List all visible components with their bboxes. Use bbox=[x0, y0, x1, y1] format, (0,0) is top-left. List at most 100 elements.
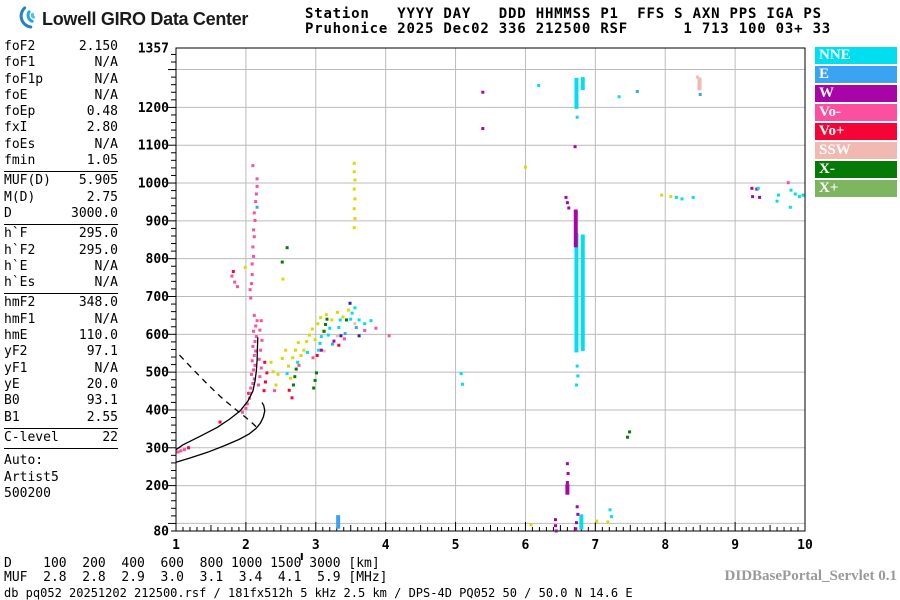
echo-point-pk bbox=[251, 344, 255, 348]
f-trace-curve bbox=[175, 337, 259, 451]
echo-point-ye bbox=[276, 372, 280, 376]
echo-point-sa bbox=[695, 75, 699, 79]
echo-point-cy bbox=[691, 195, 695, 199]
echo-point-pu bbox=[574, 521, 578, 525]
y-tick-label: 80 bbox=[153, 525, 169, 540]
param-label: yF1 bbox=[4, 360, 28, 376]
echo-point-pk bbox=[248, 391, 252, 395]
echo-point-pk bbox=[244, 406, 248, 410]
echo-point-cy bbox=[461, 382, 465, 386]
param-row: hmF2 348.0 bbox=[4, 295, 118, 311]
param-label: foE bbox=[4, 87, 28, 103]
param-row: foF1 N/A bbox=[4, 55, 118, 71]
param-value: N/A bbox=[94, 87, 118, 103]
echo-point-ye bbox=[353, 178, 357, 182]
param-group: h`F 295.0 h`F2 295.0 h`E N/A h`Es N/A bbox=[4, 224, 118, 293]
echo-point-pu bbox=[758, 195, 762, 199]
echo-point-cy bbox=[608, 508, 612, 512]
param-value: 3000.0 bbox=[71, 205, 118, 221]
echo-point-pu bbox=[565, 201, 569, 205]
echo-point-pk bbox=[254, 335, 258, 339]
echo-point-cy bbox=[788, 205, 792, 209]
echo-point-ye bbox=[335, 310, 339, 314]
param-label: fxI bbox=[4, 120, 28, 136]
echo-point-cy bbox=[801, 193, 805, 197]
echo-point-pk bbox=[249, 386, 253, 390]
echo-point-pu bbox=[751, 195, 755, 199]
echo-point-pu bbox=[565, 462, 569, 466]
echo-point-cy bbox=[680, 197, 684, 201]
param-row: foE N/A bbox=[4, 88, 118, 104]
echo-point-cy bbox=[609, 515, 613, 519]
echo-point-ye bbox=[296, 341, 300, 345]
echo-point-sa bbox=[697, 77, 702, 91]
echo-point-ye bbox=[291, 356, 295, 360]
echo-point-pk bbox=[240, 410, 244, 414]
echo-point-pk bbox=[374, 326, 378, 330]
true-height-profile-curve bbox=[175, 402, 266, 463]
y-tick-label: 500 bbox=[146, 366, 170, 381]
echo-point-gn bbox=[625, 435, 629, 439]
param-groups: foF2 2.150 foF1 N/A foF1p N/A foE N/A foEp 0.48 fx… bbox=[4, 38, 118, 428]
param-label: h`F bbox=[4, 226, 28, 242]
echo-point-pk bbox=[176, 450, 180, 454]
param-label: C-level bbox=[4, 429, 59, 445]
echo-point-pk bbox=[257, 357, 261, 361]
echo-point-ye bbox=[299, 353, 303, 357]
y-tick-label: 1000 bbox=[138, 177, 169, 192]
param-value: 295.0 bbox=[78, 226, 118, 242]
echo-point-cy bbox=[363, 322, 367, 326]
giro-logo[interactable]: Lowell GIRO Data Center bbox=[8, 6, 248, 32]
echo-point-pk bbox=[252, 313, 256, 317]
echo-point-ye bbox=[284, 348, 288, 352]
param-row: D 3000.0 bbox=[4, 206, 118, 222]
echo-point-ye bbox=[319, 316, 323, 320]
echo-point-pk bbox=[252, 228, 256, 232]
echo-point-pk bbox=[342, 337, 346, 341]
param-row: B0 93.1 bbox=[4, 393, 118, 409]
echo-point-pk bbox=[252, 235, 256, 239]
echo-point-ye bbox=[353, 197, 357, 201]
echo-point-cy bbox=[459, 372, 463, 376]
param-label: hmE bbox=[4, 328, 28, 344]
param-row: h`F2 295.0 bbox=[4, 243, 118, 259]
param-group: hmF2 348.0 hmF1 N/A hmE 110.0 yF2 97.1 yF1 N/A yE 2… bbox=[4, 293, 118, 427]
echo-point-pk bbox=[252, 211, 256, 215]
param-value: N/A bbox=[94, 71, 118, 87]
echo-point-ye bbox=[352, 207, 356, 211]
echo-point-gn bbox=[285, 246, 289, 250]
echo-point-db bbox=[339, 334, 343, 338]
echo-point-pu bbox=[565, 484, 570, 495]
legend-item-ssw: SSW bbox=[815, 142, 897, 159]
scaled-parameters-panel: foF2 2.150 foF1 N/A foF1p N/A foE N/A foEp 0.48 fx… bbox=[4, 38, 118, 503]
echo-point-pk bbox=[252, 368, 256, 372]
x-tick-label: 8 bbox=[661, 538, 669, 553]
auto-info-line: Artist5 bbox=[4, 469, 59, 485]
servlet-version-label: DIDBasePortal_Servlet 0.1 bbox=[724, 568, 897, 584]
param-label: yF2 bbox=[4, 344, 28, 360]
echo-point-cy bbox=[285, 372, 289, 376]
echo-point-pk bbox=[252, 377, 256, 381]
param-value: 348.0 bbox=[78, 295, 118, 311]
echo-point-pk bbox=[252, 329, 256, 333]
param-label: M(D) bbox=[4, 189, 36, 205]
legend-item-e: E bbox=[815, 66, 897, 83]
echo-point-bl bbox=[698, 93, 702, 97]
echo-point-rd bbox=[262, 389, 266, 393]
echo-point-pu bbox=[565, 481, 569, 485]
echo-point-pu bbox=[332, 339, 336, 343]
echo-point-pk bbox=[253, 363, 257, 367]
param-row: h`F 295.0 bbox=[4, 226, 118, 242]
echo-point-ye bbox=[281, 277, 285, 281]
legend-item-nne: NNE bbox=[815, 47, 897, 64]
echo-point-pk bbox=[256, 383, 260, 387]
echo-point-cy bbox=[574, 383, 578, 387]
echo-point-pk bbox=[254, 349, 258, 353]
echo-point-pu bbox=[573, 209, 578, 248]
muf-distance-row: D 100 200 400 600 800 1000 1500 3000 [km… bbox=[4, 556, 380, 571]
echo-point-cy bbox=[574, 233, 579, 353]
param-value: 295.0 bbox=[78, 242, 118, 258]
param-value: 20.0 bbox=[86, 376, 118, 392]
param-label: B0 bbox=[4, 393, 20, 409]
echo-point-pu bbox=[566, 471, 570, 475]
